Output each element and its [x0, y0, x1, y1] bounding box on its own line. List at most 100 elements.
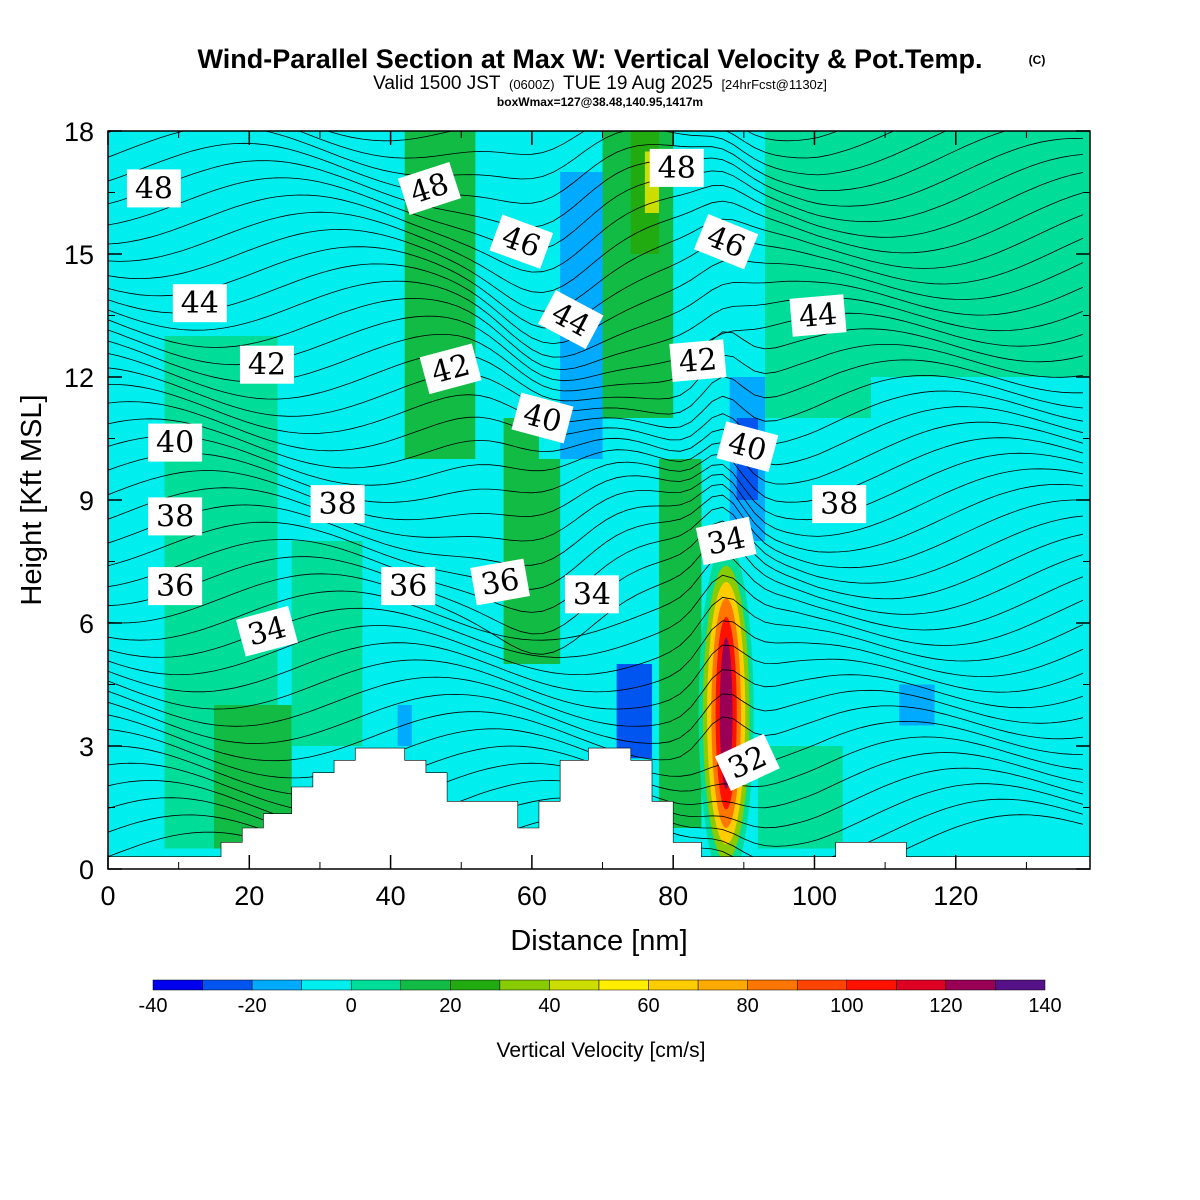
- chart-subtitle: Valid 1500 JST (0600Z) TUE 19 Aug 2025 […: [373, 73, 827, 94]
- theta-label-text: 38: [820, 487, 858, 522]
- y-tick-label: 3: [79, 732, 94, 762]
- theta-label: 42: [669, 339, 727, 382]
- theta-label-bg: [695, 516, 757, 566]
- colorbar-tick-label: 40: [538, 995, 560, 1017]
- x-tick-label: 120: [933, 881, 978, 911]
- theta-label-bg: [789, 294, 847, 337]
- x-tick-label: 80: [658, 881, 688, 911]
- band-blue-g-core: [616, 664, 652, 759]
- theta-label: 40: [716, 421, 779, 473]
- band-blue-l: [870, 418, 914, 541]
- theta-label-text: 38: [156, 499, 194, 534]
- colorbar-swatch: [350, 979, 402, 991]
- colorbar-swatch: [896, 979, 947, 991]
- theta-label: 34: [695, 516, 757, 566]
- theta-line: [108, 131, 1083, 204]
- theta-line: [108, 452, 1084, 521]
- colorbar-swatch: [202, 979, 253, 991]
- colorbar-swatch: [945, 979, 996, 991]
- subtitle-forecast: [24hrFcst@1130z]: [721, 77, 826, 92]
- theta-label-bg: [649, 148, 704, 187]
- band-green-h: [659, 459, 702, 828]
- theta-line: [108, 131, 1083, 180]
- theta-line: [108, 596, 1084, 676]
- theta-line: [108, 506, 1083, 613]
- theta-line: [108, 536, 1084, 655]
- band-green-j: [765, 131, 871, 418]
- theta-line: [108, 437, 1084, 503]
- theta-label: 48: [649, 148, 704, 187]
- colorbar-label: Vertical Velocity [cm/s]: [497, 1039, 706, 1062]
- theta-label-bg: [381, 567, 436, 606]
- theta-label-text: 34: [573, 577, 611, 612]
- theta-label: 42: [239, 345, 294, 384]
- band-green-k: [856, 131, 1090, 377]
- theta-label-bg: [489, 214, 554, 269]
- theta-line: [108, 644, 1084, 710]
- colorbar-swatch: [450, 979, 501, 991]
- theta-label-text: 44: [798, 297, 839, 335]
- theta-label-bg: [716, 421, 779, 473]
- theta-label-bg: [397, 161, 461, 215]
- theta-label-bg: [239, 345, 294, 384]
- theta-label-bg: [148, 423, 203, 462]
- theta-label: 36: [381, 567, 436, 606]
- theta-label: 36: [148, 567, 203, 606]
- theta-line: [108, 421, 1084, 486]
- subtitle-utc: (0600Z): [509, 77, 555, 92]
- theta-label: 42: [419, 343, 482, 395]
- theta-label-text: 36: [478, 562, 522, 603]
- y-axis-label: Height [Kft MSL]: [16, 394, 48, 605]
- theta-label-bg: [148, 567, 203, 606]
- theta-line: [108, 483, 1083, 566]
- theta-label-bg: [148, 497, 203, 536]
- theta-line: [108, 344, 1083, 402]
- theta-label: 44: [172, 284, 227, 323]
- y-tick-label: 0: [79, 855, 94, 885]
- theta-label-bg: [564, 575, 619, 614]
- colorbar-swatch: [301, 979, 352, 991]
- colorbar-swatch: [648, 979, 699, 991]
- colorbar-tick-label: 80: [737, 995, 759, 1017]
- theta-line: [108, 468, 1083, 542]
- theta-label-text: 36: [156, 569, 194, 604]
- theta-line: [108, 390, 1083, 452]
- colorbar-swatch: [796, 979, 848, 991]
- theta-label: 38: [148, 497, 203, 536]
- copyright-mark: (C): [1029, 53, 1046, 67]
- theta-label: 34: [564, 575, 619, 614]
- colorbar-swatch: [499, 979, 550, 991]
- theta-label-bg: [126, 169, 181, 208]
- subtitle-valid: Valid 1500 JST: [373, 73, 501, 94]
- theta-label-text: 42: [677, 342, 718, 380]
- x-tick-label: 40: [376, 881, 406, 911]
- theta-line: [108, 297, 1084, 371]
- x-tick-label: 100: [792, 881, 837, 911]
- colorbar-swatch: [251, 979, 302, 991]
- theta-label-text: 48: [658, 151, 696, 186]
- y-tick-label: 15: [64, 240, 94, 270]
- theta-line: [108, 705, 1083, 762]
- x-tick-label: 20: [234, 881, 264, 911]
- colorbar-swatch: [549, 979, 600, 991]
- theta-label-bg: [470, 558, 530, 606]
- theta-line: [108, 689, 1083, 744]
- colorbar-swatch: [598, 979, 649, 991]
- colorbar-tick-label: 120: [929, 995, 962, 1017]
- colorbar-tick-label: 20: [439, 995, 461, 1017]
- theta-line: [108, 406, 1083, 469]
- subtitle-date: TUE 19 Aug 2025: [563, 73, 713, 94]
- y-tick-label: 6: [79, 609, 94, 639]
- colorbar-swatch: [697, 979, 748, 991]
- colorbar-tick-label: 60: [637, 995, 659, 1017]
- theta-label: 36: [470, 558, 530, 606]
- theta-line: [108, 494, 1083, 590]
- theta-label: 38: [812, 485, 867, 524]
- theta-line: [108, 237, 1084, 329]
- colorbar-tick-label: -20: [238, 995, 267, 1017]
- theta-label-bg: [310, 485, 365, 524]
- theta-label-text: 48: [135, 171, 173, 206]
- y-tick-label: 18: [64, 117, 94, 147]
